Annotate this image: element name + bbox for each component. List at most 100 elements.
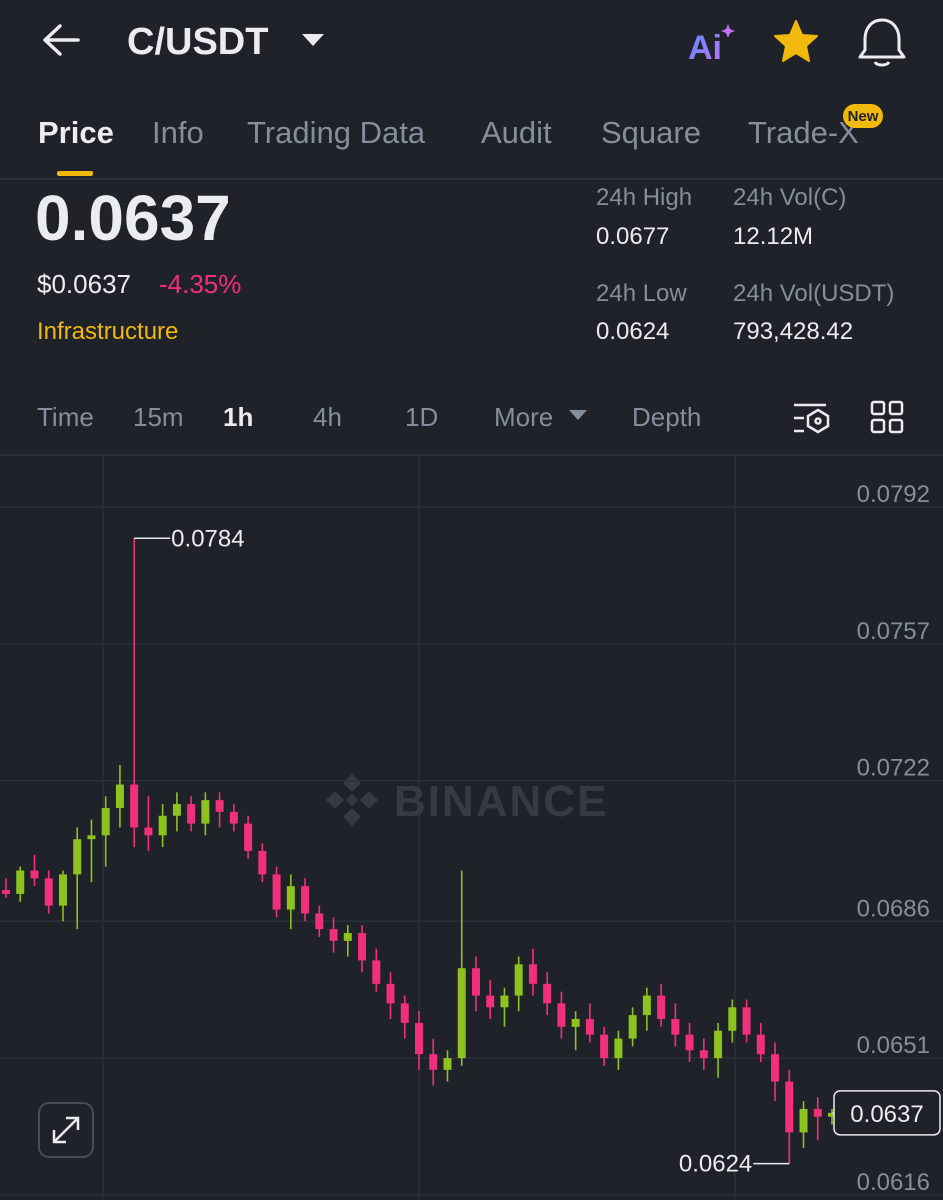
tab[interactable]: Info bbox=[152, 115, 204, 150]
candle-body bbox=[600, 1034, 609, 1059]
interval[interactable]: 1h bbox=[223, 402, 253, 432]
interval[interactable]: 15m bbox=[133, 402, 184, 432]
candle-body bbox=[101, 807, 110, 836]
layout-button[interactable] bbox=[870, 400, 904, 434]
candle-body bbox=[671, 1019, 680, 1035]
y-tick-label: 0.0722 bbox=[857, 755, 930, 782]
stat-label: 24h Low bbox=[596, 280, 687, 307]
candle-body bbox=[343, 933, 352, 941]
candle-body bbox=[528, 964, 537, 984]
candle-body bbox=[628, 1015, 637, 1039]
tab[interactable]: Square bbox=[601, 115, 701, 150]
stat-label: 24h High bbox=[596, 184, 692, 211]
interval[interactable]: Time bbox=[37, 402, 94, 432]
stat-value: 12.12M bbox=[733, 223, 813, 250]
candle-body bbox=[87, 835, 96, 840]
expand-icon bbox=[52, 1116, 80, 1144]
candle-body bbox=[44, 878, 53, 906]
tab[interactable]: Trading Data bbox=[247, 115, 426, 150]
candle-body bbox=[301, 886, 310, 914]
candle-body bbox=[443, 1058, 452, 1070]
interval[interactable]: More bbox=[494, 402, 553, 432]
candle-body bbox=[785, 1081, 794, 1133]
more-dropdown[interactable] bbox=[569, 410, 587, 420]
candle-body bbox=[315, 913, 324, 930]
candle-body bbox=[358, 933, 367, 961]
candle-body bbox=[486, 995, 495, 1008]
back-button[interactable] bbox=[43, 24, 80, 56]
candle-body bbox=[642, 995, 651, 1016]
price-change: -4.35% bbox=[159, 269, 241, 299]
pair-title[interactable]: C/USDT bbox=[127, 21, 268, 63]
stat-value: 0.0677 bbox=[596, 223, 669, 250]
candle-body bbox=[543, 983, 552, 1004]
candle-body bbox=[130, 784, 139, 828]
candle-body bbox=[657, 995, 666, 1020]
candle-body bbox=[73, 839, 82, 875]
candle-body bbox=[244, 823, 253, 851]
tab[interactable]: Trade-X bbox=[748, 115, 859, 150]
candle-body bbox=[571, 1019, 580, 1027]
candle-body bbox=[372, 960, 381, 984]
candle-body bbox=[158, 815, 167, 836]
favorite-button[interactable] bbox=[774, 20, 818, 62]
candle-body bbox=[2, 890, 10, 894]
candle-body bbox=[457, 968, 466, 1059]
stat-label: 24h Vol(C) bbox=[733, 184, 846, 211]
new-badge bbox=[843, 104, 883, 128]
candle-body bbox=[286, 886, 295, 910]
tab[interactable]: Price bbox=[38, 115, 114, 150]
candle-body bbox=[386, 983, 395, 1004]
y-tick-label: 0.0651 bbox=[857, 1032, 930, 1059]
candle-body bbox=[415, 1022, 423, 1055]
stat-value: 793,428.42 bbox=[733, 318, 853, 345]
candle-body bbox=[813, 1108, 822, 1117]
candle-body bbox=[728, 1007, 737, 1031]
candle-body bbox=[30, 870, 39, 879]
candle-body bbox=[400, 1003, 409, 1023]
watermark-logo bbox=[326, 774, 378, 826]
candle-body bbox=[144, 827, 153, 836]
tab-indicator bbox=[57, 171, 93, 176]
y-tick-label: 0.0757 bbox=[857, 618, 930, 645]
candle-body bbox=[229, 811, 238, 824]
y-tick-label: 0.0616 bbox=[857, 1169, 930, 1196]
tab[interactable]: Audit bbox=[481, 115, 552, 150]
candle-body bbox=[429, 1054, 438, 1070]
interval[interactable]: Depth bbox=[632, 402, 701, 432]
candle-body bbox=[756, 1034, 765, 1055]
candle-body bbox=[58, 874, 67, 906]
interval[interactable]: 4h bbox=[313, 402, 342, 432]
ai-button[interactable]: Ai bbox=[688, 29, 722, 67]
candle-body bbox=[828, 1112, 836, 1117]
stat-value: 0.0624 bbox=[596, 318, 669, 345]
candle-body bbox=[557, 1003, 566, 1027]
high-label: 0.0784 bbox=[171, 525, 244, 552]
low-label: 0.0624 bbox=[679, 1151, 752, 1178]
candle-body bbox=[771, 1054, 780, 1082]
candle-body bbox=[16, 870, 25, 894]
indicator-settings[interactable] bbox=[794, 403, 830, 434]
candle-body bbox=[685, 1034, 694, 1051]
sector-tag[interactable]: Infrastructure bbox=[37, 318, 178, 345]
usd-price: $0.0637 bbox=[37, 269, 131, 299]
stat-label: 24h Vol(USDT) bbox=[733, 280, 894, 307]
candle-body bbox=[187, 804, 196, 824]
candle-body bbox=[272, 874, 281, 910]
candle-body bbox=[514, 964, 523, 996]
current-price-box bbox=[833, 1090, 941, 1136]
ai-sparkle bbox=[721, 24, 735, 38]
expand-button[interactable] bbox=[38, 1102, 94, 1158]
current-price-label: 0.0637 bbox=[850, 1101, 923, 1128]
y-tick-label: 0.0686 bbox=[857, 895, 930, 922]
candle-body bbox=[172, 804, 181, 816]
last-price: 0.0637 bbox=[35, 182, 231, 254]
pair-dropdown[interactable] bbox=[302, 34, 324, 46]
candle-body bbox=[215, 800, 224, 812]
chart: BINANCE 0.0792 0.0757 0.0722 0.0686 0.0651 0.… bbox=[0, 455, 943, 1200]
interval[interactable]: 1D bbox=[405, 402, 438, 432]
alert-button[interactable] bbox=[858, 18, 906, 67]
